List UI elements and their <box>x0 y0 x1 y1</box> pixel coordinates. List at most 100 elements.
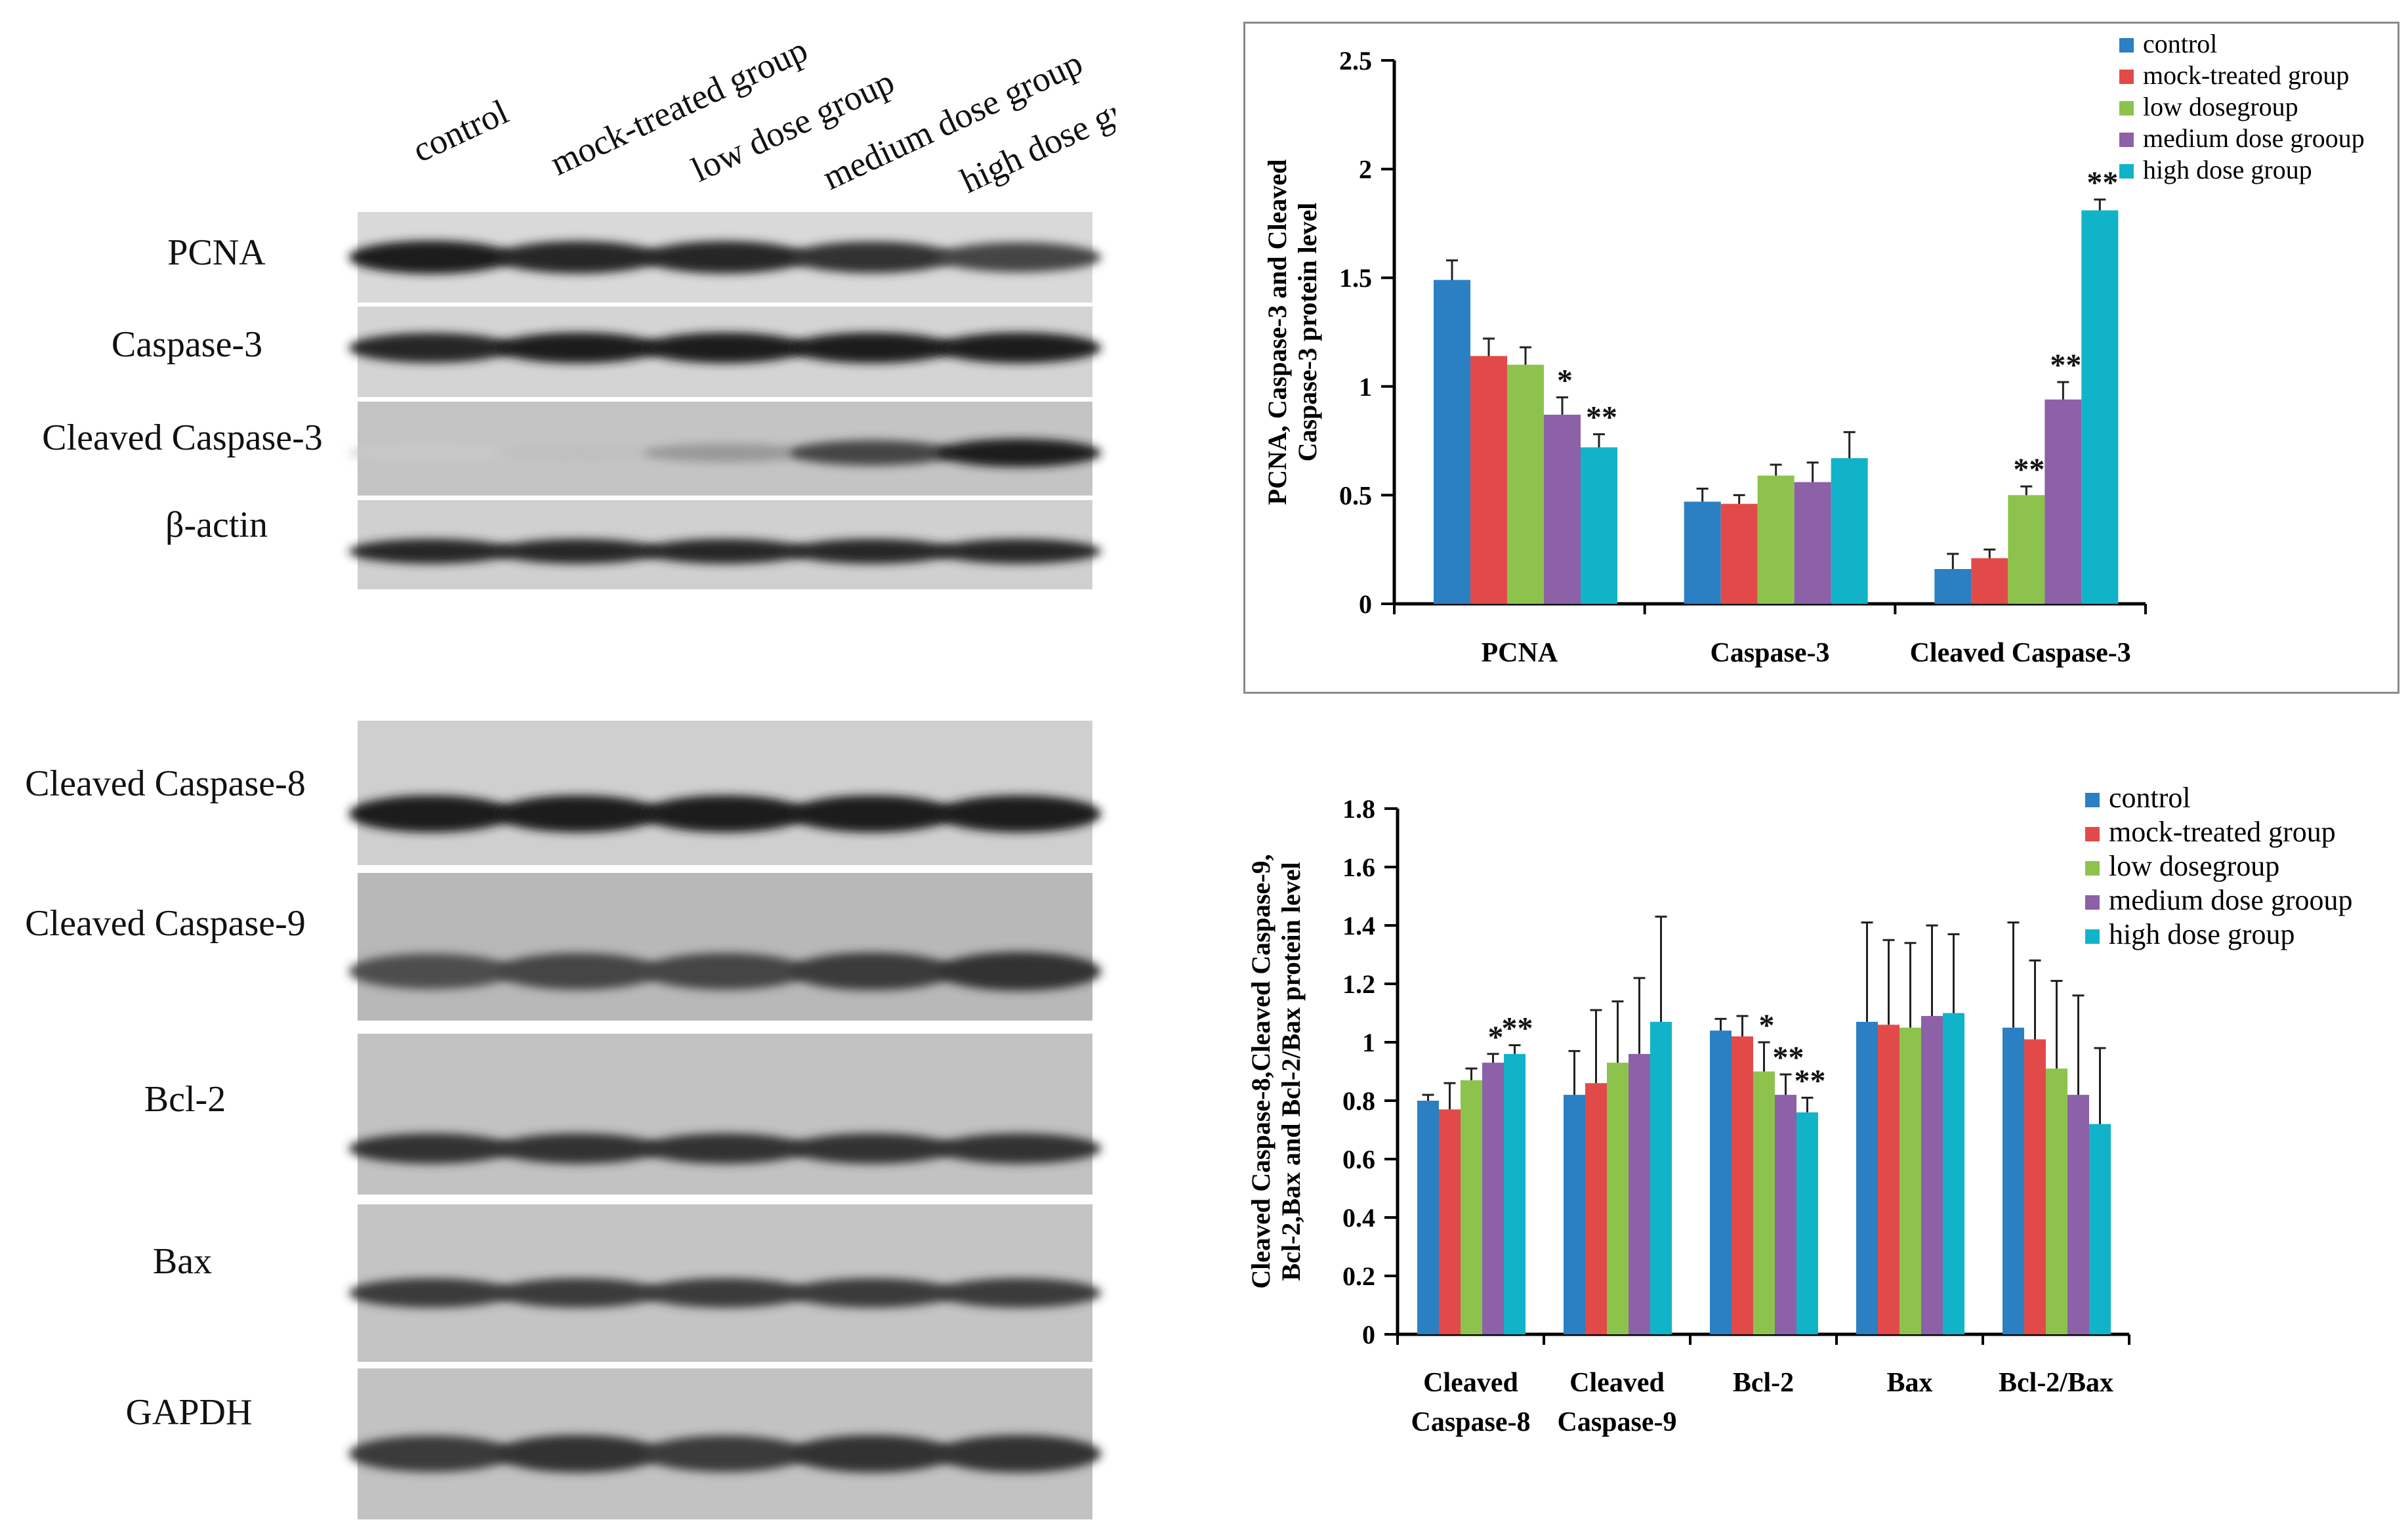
bar <box>1934 569 1972 604</box>
y-axis-title-line: Cleaved Caspase-8,Cleaved Caspase-9, <box>1246 854 1276 1288</box>
blot-band <box>936 952 1102 991</box>
bar <box>1732 1036 1753 1334</box>
significance-marker: ** <box>2086 165 2118 200</box>
y-axis-title-line: PCNA, Caspase-3 and Cleaved <box>1262 159 1292 505</box>
blot-band <box>348 240 514 274</box>
category-label: Cleaved Caspase-3 <box>1910 638 2131 668</box>
bar <box>2045 399 2082 604</box>
bar <box>1650 1021 1672 1334</box>
y-axis-title-line: Caspase-3 protein level <box>1293 203 1322 462</box>
legend-swatch <box>2119 38 2134 53</box>
bar <box>1607 1063 1629 1334</box>
y-axis-title: Cleaved Caspase-8,Cleaved Caspase-9,Bcl-… <box>1246 854 1306 1288</box>
blot-band <box>348 445 514 461</box>
bar <box>1757 475 1795 604</box>
bar <box>2046 1069 2067 1334</box>
blot-band <box>936 1278 1102 1308</box>
legend-label: low dosegroup <box>2143 92 2298 121</box>
bar <box>1434 280 1470 604</box>
blot-band <box>348 1133 514 1164</box>
blot-band <box>936 332 1102 364</box>
bar <box>2089 1124 2111 1334</box>
legend-swatch <box>2085 861 2100 876</box>
blot-band <box>642 1435 808 1472</box>
bar <box>1585 1083 1607 1334</box>
blot-row-label: Cleaved Caspase-3 <box>42 417 323 458</box>
significance-marker: ** <box>2013 452 2045 487</box>
bar <box>1470 356 1507 604</box>
blot-band <box>642 1133 808 1164</box>
y-axis-title: PCNA, Caspase-3 and CleavedCaspase-3 pro… <box>1262 159 1322 505</box>
bar <box>2067 1095 2089 1334</box>
significance-marker: ** <box>2050 348 2081 383</box>
bar <box>1461 1080 1482 1334</box>
legend-label: mock-treated group <box>2143 60 2349 90</box>
blot-row-label: Bax <box>153 1241 212 1282</box>
blot-rows: PCNA Caspase-3 Cleaved Caspase-3 β-actin Cle… <box>25 212 1102 1519</box>
category-label: Bcl-2 <box>1733 1368 1794 1398</box>
blot-band <box>348 539 514 564</box>
legend-swatch <box>2119 133 2134 147</box>
bar <box>1921 1015 1943 1334</box>
y-tick-label: 2 <box>1359 155 1372 184</box>
blot-band <box>936 242 1102 272</box>
blot-band <box>495 1435 661 1473</box>
legend-swatch <box>2085 827 2100 841</box>
y-tick-label: 1.8 <box>1342 794 1375 824</box>
significance-marker: * <box>1488 1020 1504 1055</box>
bar <box>1753 1071 1775 1334</box>
y-tick-label: 0.4 <box>1342 1203 1375 1233</box>
blot-band <box>348 795 514 833</box>
y-tick-label: 2.5 <box>1339 46 1372 75</box>
blot-band <box>495 332 661 364</box>
legend-swatch <box>2085 929 2100 944</box>
blot-band <box>348 1278 514 1308</box>
blot-band <box>642 795 808 833</box>
category-label: Caspase-8 <box>1411 1407 1530 1437</box>
bar <box>1482 1063 1504 1334</box>
y-tick-label: 0.2 <box>1342 1261 1375 1291</box>
significance-marker: * <box>1557 363 1573 398</box>
legend-label: mock-treated group <box>2109 816 2336 848</box>
bar <box>1544 414 1581 604</box>
bar <box>1794 482 1831 604</box>
y-tick-label: 0 <box>1359 589 1372 619</box>
bar <box>1504 1053 1526 1334</box>
y-tick-label: 1.6 <box>1342 853 1375 882</box>
bar <box>1564 1095 1585 1334</box>
bar <box>1796 1112 1818 1334</box>
legend-swatch <box>2119 70 2134 84</box>
bar <box>1417 1101 1439 1334</box>
y-tick-label: 0.8 <box>1342 1086 1375 1116</box>
bar <box>1971 558 2008 604</box>
legend-label: medium dose grooup <box>2109 884 2353 916</box>
blot-band <box>642 1278 808 1308</box>
blot-band <box>642 332 808 364</box>
blot-row-label: Caspase-3 <box>112 324 262 365</box>
blot-band <box>495 241 661 274</box>
bar <box>1775 1095 1796 1334</box>
blot-row-label: Cleaved Caspase-8 <box>25 763 306 804</box>
y-tick-label: 1.5 <box>1339 263 1372 293</box>
significance-marker: * <box>1759 1008 1775 1043</box>
blot-band <box>936 1133 1102 1164</box>
blot-band <box>495 1133 661 1164</box>
y-tick-label: 1 <box>1362 1028 1375 1057</box>
legend-label: low dosegroup <box>2109 850 2279 882</box>
bar <box>1878 1025 1899 1334</box>
bar <box>1439 1109 1461 1334</box>
blot-row-label: β-actin <box>165 505 268 545</box>
blot-band <box>642 241 808 274</box>
legend-label: control <box>2109 782 2191 814</box>
bar <box>2008 495 2045 604</box>
significance-marker: ** <box>1795 1064 1826 1099</box>
y-axis-title-line: Bcl-2,Bax and Bcl-2/Bax protein level <box>1276 862 1306 1281</box>
y-tick-label: 1.4 <box>1342 911 1375 941</box>
blot-row-label: PCNA <box>167 232 266 273</box>
blot-band <box>789 1278 955 1308</box>
blot-band <box>936 1435 1102 1473</box>
bar <box>1856 1021 1878 1334</box>
category-label: Caspase-3 <box>1710 638 1829 668</box>
blot-band <box>495 444 661 461</box>
blot-band <box>495 539 661 564</box>
